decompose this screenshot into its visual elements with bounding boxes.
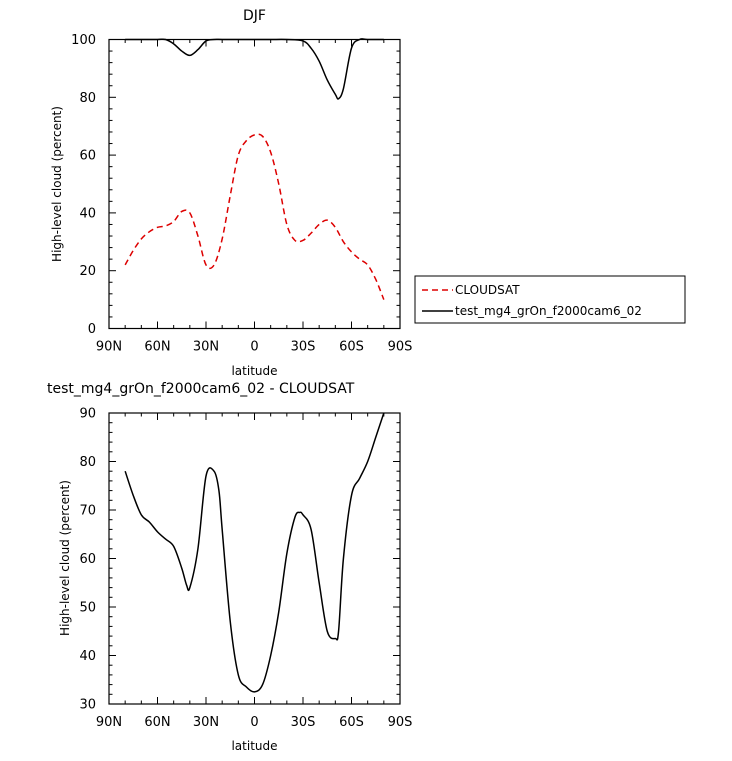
x-tick-label: 30S (291, 715, 316, 730)
y-tick-label: 60 (79, 149, 96, 164)
x-axis-label: latitude (231, 364, 277, 378)
series-line-test-mg4-gron-f2000cam6-02 (125, 38, 384, 100)
x-axis: 90N 60N 30N 0 30S 60S 90S (96, 413, 413, 730)
x-axis: 90N 60N 30N 0 30S 60S 90S (96, 39, 413, 355)
y-tick-label: 0 (88, 322, 96, 337)
legend: CLOUDSAT test_mg4_grOn_f2000cam6_02 (414, 275, 686, 324)
y-tick-label: 40 (79, 649, 96, 664)
y-tick-label: 20 (79, 264, 96, 279)
x-tick-label: 30S (291, 340, 316, 355)
chart-difference: test_mg4_grOn_f2000cam6_02 - CLOUDSAT 30… (47, 381, 412, 753)
x-tick-label: 60N (144, 340, 170, 355)
legend-box (414, 275, 686, 324)
chart-title: test_mg4_grOn_f2000cam6_02 - CLOUDSAT (47, 381, 355, 397)
series-group (124, 38, 385, 300)
x-tick-label: 30N (193, 715, 219, 730)
y-axis-label: High-level cloud (percent) (58, 480, 72, 636)
y-tick-label: 40 (79, 206, 96, 221)
x-tick-label: 90N (96, 715, 122, 730)
y-tick-label: 90 (79, 407, 96, 422)
x-tick-label: 60S (339, 715, 364, 730)
plot-frame (108, 38, 401, 330)
plot-frame (108, 412, 401, 705)
y-axis: 30 40 50 60 70 80 90 (79, 407, 400, 713)
x-tick-label: 60N (144, 715, 170, 730)
x-tick-label: 30N (193, 340, 219, 355)
y-tick-label: 60 (79, 552, 96, 567)
chart-djf: DJF 0 20 40 60 80 100 90N 60N 30N 0 30S 60S 90S lat… (50, 8, 686, 378)
legend-label-test: test_mg4_grOn_f2000cam6_02 (455, 304, 642, 318)
x-axis-label: latitude (231, 739, 277, 753)
x-tick-label: 60S (339, 340, 364, 355)
x-tick-label: 0 (250, 340, 258, 355)
x-tick-label: 90N (96, 340, 122, 355)
chart-title: DJF (243, 8, 266, 24)
y-axis-label: High-level cloud (percent) (50, 106, 64, 262)
y-tick-label: 80 (79, 91, 96, 106)
series-group (124, 412, 385, 693)
series-line-cloudsat (124, 133, 385, 300)
y-tick-label: 100 (71, 33, 96, 48)
series-line-difference (124, 412, 385, 693)
x-tick-label: 90S (388, 715, 413, 730)
x-tick-label: 90S (388, 340, 413, 355)
y-tick-label: 30 (79, 698, 96, 713)
x-tick-label: 0 (250, 715, 258, 730)
y-axis: 0 20 40 60 80 100 (71, 33, 400, 337)
y-tick-label: 70 (79, 504, 96, 519)
legend-label-cloudsat: CLOUDSAT (455, 283, 520, 297)
y-tick-label: 80 (79, 455, 96, 470)
y-tick-label: 50 (79, 601, 96, 616)
